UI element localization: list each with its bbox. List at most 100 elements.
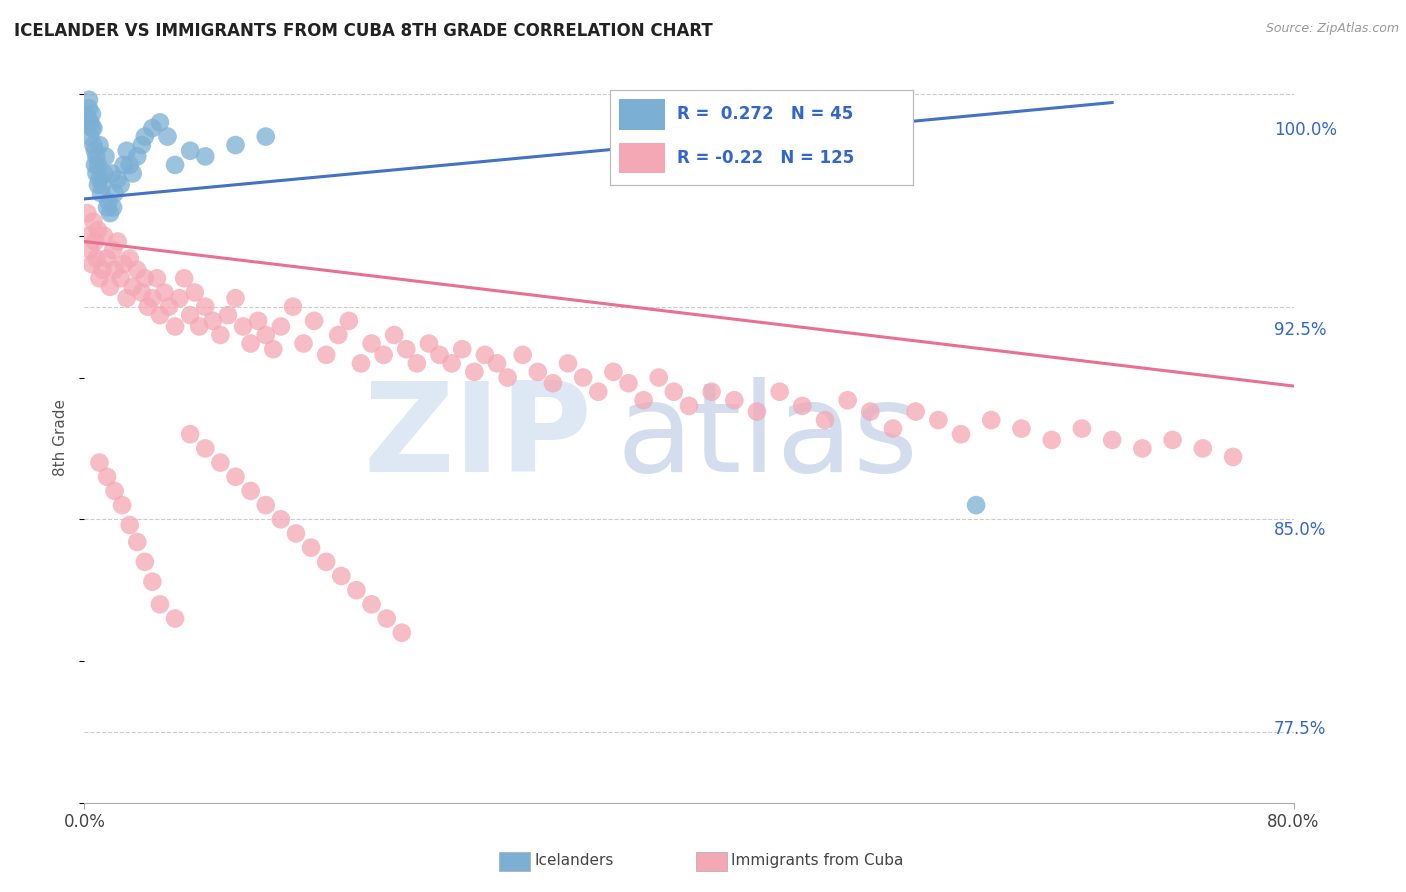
Point (176, 180, 198, 194)
Point (368, 547, 391, 561)
Point (328, 161, 350, 176)
Point (254, 294, 277, 309)
Point (353, 321, 375, 335)
Point (287, 348, 309, 362)
Point (232, 148, 254, 162)
Point (169, 127, 191, 141)
Point (170, 148, 193, 162)
Point (328, 348, 350, 362)
Point (1118, 454, 1140, 468)
Point (475, 356, 498, 370)
Point (222, 321, 245, 335)
Point (730, 401, 752, 415)
Point (485, 366, 508, 380)
Text: ZIP: ZIP (405, 390, 633, 511)
Point (751, 409, 773, 423)
Point (301, 481, 323, 495)
Point (167, 233, 190, 247)
Point (208, 195, 231, 210)
Point (269, 340, 291, 354)
Point (495, 374, 517, 388)
Point (423, 600, 446, 615)
Point (413, 374, 436, 388)
Point (274, 180, 297, 194)
Point (200, 187, 222, 202)
Point (437, 614, 460, 628)
Point (250, 313, 273, 327)
Point (294, 329, 316, 343)
Point (600, 374, 623, 388)
Point (981, 427, 1004, 442)
Point (202, 175, 225, 189)
Point (177, 187, 200, 202)
Point (1144, 446, 1167, 460)
Point (236, 308, 259, 322)
Point (179, 467, 201, 482)
Point (682, 387, 704, 401)
Point (335, 360, 357, 375)
Point (246, 187, 269, 202)
Point (217, 308, 239, 322)
Point (396, 574, 419, 588)
Point (226, 153, 249, 168)
Point (212, 541, 235, 556)
Point (361, 356, 384, 370)
Point (516, 382, 538, 396)
Point (187, 233, 209, 247)
Point (177, 206, 200, 220)
Point (586, 392, 609, 407)
Point (287, 467, 309, 482)
Point (852, 409, 875, 423)
Point (188, 195, 211, 210)
Point (200, 281, 222, 295)
Point (505, 360, 527, 375)
Point (187, 302, 209, 317)
Point (186, 481, 208, 495)
Point (179, 169, 201, 184)
Point (308, 340, 330, 354)
Point (186, 227, 208, 242)
Text: ICELANDER VS IMMIGRANTS FROM CUBA 8TH GRADE CORRELATION CHART: ICELANDER VS IMMIGRANTS FROM CUBA 8TH GR… (14, 22, 713, 40)
Point (342, 340, 364, 354)
Point (301, 169, 323, 184)
Point (208, 302, 231, 317)
Point (212, 180, 235, 194)
Point (173, 169, 195, 184)
Point (274, 454, 297, 468)
Point (246, 340, 269, 354)
Point (205, 526, 228, 541)
Point (934, 427, 956, 442)
Point (172, 281, 194, 295)
Point (205, 276, 228, 290)
Point (274, 321, 297, 335)
Point (179, 294, 201, 309)
Point (969, 508, 991, 522)
Point (232, 329, 254, 343)
Point (174, 175, 197, 189)
Point (260, 175, 283, 189)
Point (219, 161, 242, 176)
Point (183, 195, 205, 210)
Point (454, 360, 477, 375)
Point (190, 268, 212, 282)
Point (219, 560, 242, 574)
Point (179, 201, 201, 215)
Point (186, 276, 208, 290)
Point (328, 508, 350, 522)
Point (792, 401, 814, 415)
Point (184, 180, 207, 194)
Point (240, 321, 263, 335)
Point (873, 419, 896, 434)
Point (668, 409, 690, 423)
Point (264, 308, 287, 322)
Point (246, 614, 269, 628)
Text: Immigrants from Cuba: Immigrants from Cuba (731, 854, 904, 868)
Point (197, 206, 219, 220)
Point (955, 441, 977, 455)
Point (173, 241, 195, 255)
Point (197, 294, 219, 309)
Point (409, 587, 432, 601)
Point (614, 387, 637, 401)
Point (394, 348, 416, 362)
Point (770, 419, 793, 434)
